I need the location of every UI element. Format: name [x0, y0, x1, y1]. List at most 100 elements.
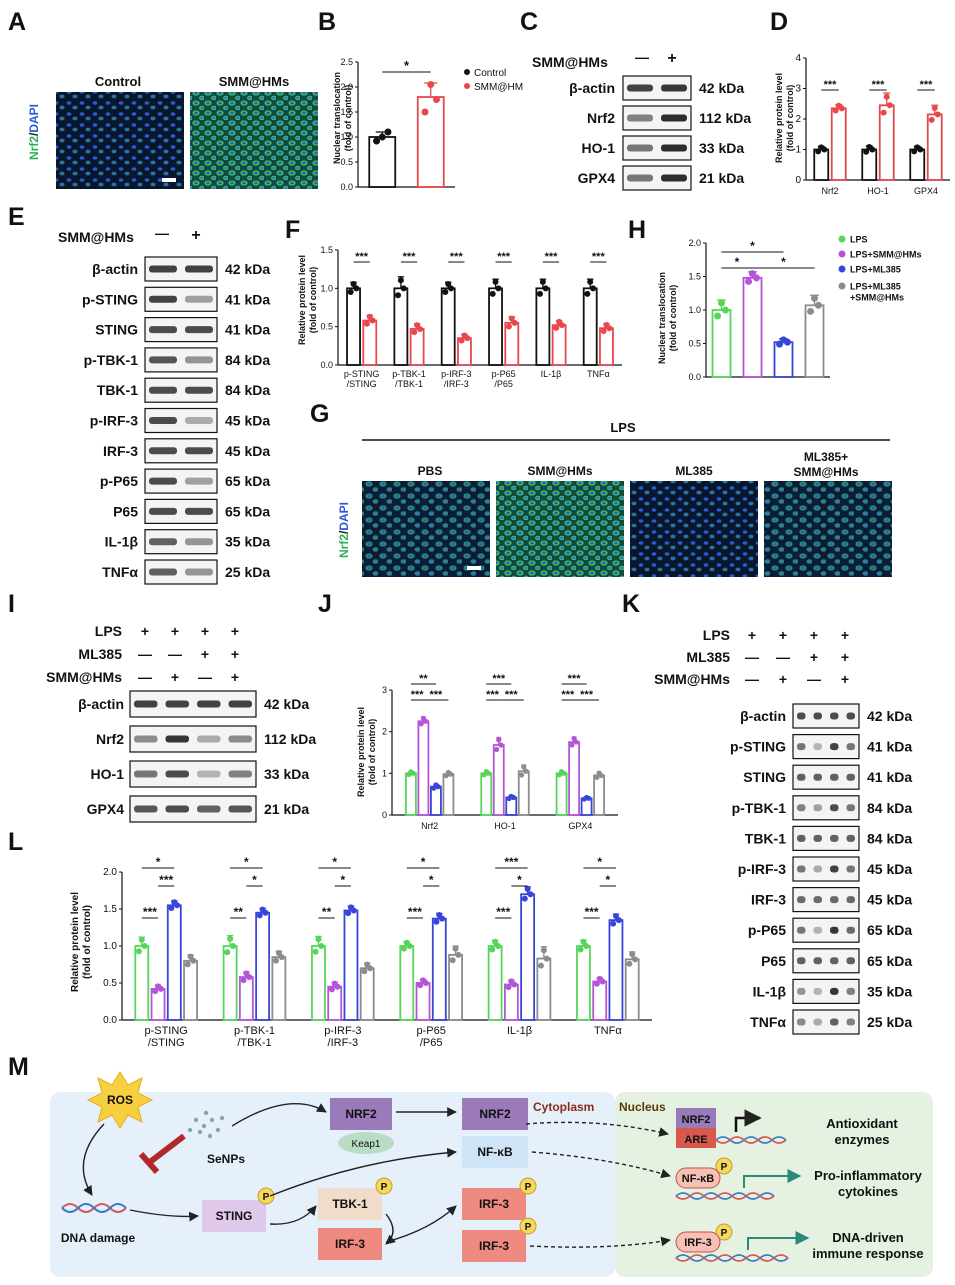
blot-row-name: IRF-3 — [751, 892, 786, 908]
phospho-marker-icon — [375, 1177, 393, 1195]
x-category-label-line2: /P65 — [420, 1037, 443, 1049]
data-point — [527, 891, 534, 898]
blot-band — [661, 114, 687, 122]
x-category-label-line1: TNFα — [587, 369, 610, 379]
bar — [555, 772, 568, 816]
blot-band — [185, 417, 213, 424]
blot-strip — [144, 347, 218, 373]
data-point — [423, 718, 429, 724]
blot-band — [185, 507, 213, 515]
panel-letter-a: A — [8, 8, 26, 36]
blot-band — [797, 957, 806, 965]
blot-band — [846, 987, 855, 995]
blot-band — [134, 700, 158, 708]
blot-row-name: p-TBK-1 — [84, 352, 139, 368]
sig-label: * — [332, 855, 337, 869]
data-point — [811, 294, 818, 302]
blot-band — [165, 700, 189, 708]
bar — [742, 276, 763, 378]
blot-kda: 45 kDa — [225, 413, 270, 429]
b-legend-smm: SMM@HM — [474, 82, 523, 93]
bar — [608, 919, 624, 1021]
m-irf3-c: IRF-3 — [479, 1239, 509, 1253]
blot-band — [627, 174, 653, 182]
m-irf3a-box — [318, 1228, 382, 1260]
blot-band — [627, 84, 653, 92]
y-tick-label: 1 — [382, 768, 387, 778]
sig-label: * — [340, 873, 345, 887]
blot-band — [797, 1018, 806, 1026]
x-category-label-line1: p-STING — [344, 369, 380, 379]
data-point — [493, 746, 500, 753]
blot-kda: 84 kDa — [225, 352, 270, 368]
sig-label: *** — [920, 79, 934, 91]
x-category-label: TNFα — [587, 369, 610, 379]
d-ylabel: Relative protein level(fold of control) — [774, 73, 795, 163]
data-point — [508, 315, 515, 322]
data-point — [421, 108, 429, 116]
blot-band — [846, 957, 855, 965]
m-irf3n-box — [675, 1231, 721, 1253]
data-point — [240, 977, 247, 984]
y-tick-label: 4 — [795, 53, 801, 64]
senps-dots-icon — [187, 1110, 225, 1139]
g-col-pbs: PBS — [418, 464, 443, 478]
blot-band — [627, 144, 653, 152]
blot-row-name: TBK-1 — [745, 830, 786, 846]
scale-bar — [162, 178, 176, 182]
data-point — [869, 146, 876, 153]
blot-row-name: HO-1 — [582, 140, 616, 156]
x-category-label-line1: GPX4 — [568, 821, 592, 831]
blot-kda: 42 kDa — [264, 696, 309, 712]
blot-kda: 41 kDa — [225, 291, 270, 307]
bar — [359, 967, 375, 1021]
x-category-label-line1: Nrf2 — [421, 821, 438, 831]
data-point — [863, 148, 870, 155]
bar — [399, 945, 415, 1021]
data-point — [138, 936, 145, 943]
m-out2: Pro-inflammatory cytokines — [814, 1168, 922, 1199]
inhibition-bar-icon — [138, 1152, 160, 1174]
blot-band — [830, 865, 839, 873]
blot-band — [797, 865, 806, 873]
panel-letter-j: J — [318, 590, 332, 618]
bar — [830, 107, 847, 181]
h-legend-label: LPS — [850, 235, 868, 245]
y-tick-label: 0 — [795, 175, 801, 186]
bar — [593, 774, 605, 816]
data-point — [832, 107, 839, 114]
blot-band — [846, 712, 855, 720]
bar — [362, 319, 378, 366]
panel-letter-i: I — [8, 590, 15, 618]
data-point — [807, 307, 815, 315]
blot-band — [846, 773, 855, 781]
blot-row-name: p-IRF-3 — [738, 861, 786, 877]
blot-kda: 33 kDa — [699, 140, 744, 156]
data-point — [821, 146, 828, 153]
bar — [393, 287, 409, 366]
sig-label: *** — [872, 79, 886, 91]
blot-band — [149, 265, 177, 273]
m-nrf2: NRF2 — [345, 1107, 377, 1121]
panel-f: Relative protein level(fold of control) … — [297, 245, 622, 389]
j-ylabel-line2: (fold of control) — [367, 719, 377, 785]
blot-band — [197, 700, 221, 708]
x-category-label: p-STING/STING — [144, 1025, 187, 1049]
m-irf3-n: IRF-3 — [684, 1237, 712, 1249]
condition-sign: + — [779, 671, 787, 687]
blot-band — [830, 1018, 839, 1026]
x-category-label: IL-1β — [507, 1025, 532, 1037]
data-point — [629, 951, 636, 958]
bar — [624, 958, 640, 1021]
blot-band — [846, 926, 855, 934]
panel-letter-m: M — [8, 1053, 29, 1081]
data-point — [542, 285, 549, 292]
x-category-label-line1: IL-1β — [541, 369, 562, 379]
sig-label: * — [252, 873, 257, 887]
x-category-label: p-P65/P65 — [492, 369, 516, 389]
x-category-label: TNFα — [594, 1025, 622, 1037]
transcription-arrow-3-icon — [747, 1231, 810, 1250]
data-point — [495, 285, 502, 292]
condition-sign: + — [231, 669, 239, 685]
data-point — [721, 306, 729, 314]
